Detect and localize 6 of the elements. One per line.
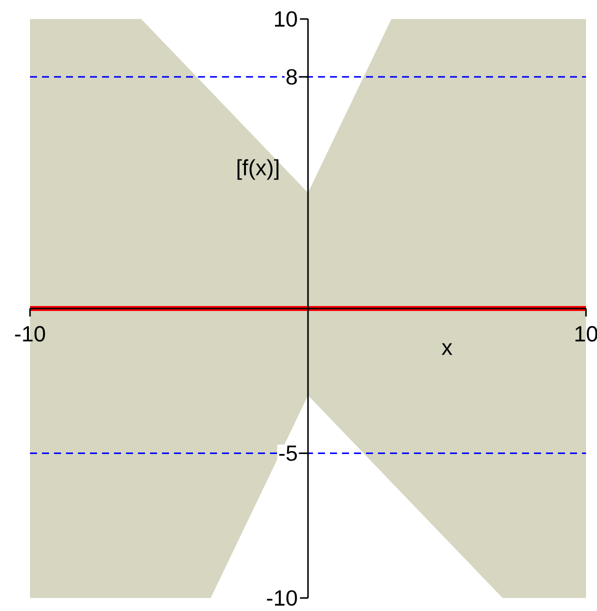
y-tick-label: -10 bbox=[266, 590, 297, 606]
x-axis-title: x bbox=[442, 343, 452, 355]
y-tick-label: -5 bbox=[279, 446, 297, 461]
y-tick-label: 8 bbox=[286, 69, 297, 85]
y-axis-title: [f(x)] bbox=[238, 159, 278, 180]
y-tick-label: 10 bbox=[275, 11, 297, 27]
